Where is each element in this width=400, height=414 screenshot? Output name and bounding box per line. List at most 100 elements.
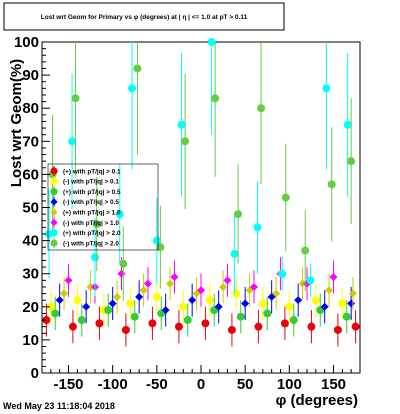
data-point bbox=[301, 246, 310, 255]
data-point bbox=[55, 296, 64, 305]
series-5 bbox=[64, 257, 338, 307]
data-point bbox=[161, 306, 170, 315]
data-point bbox=[121, 325, 130, 334]
data-point bbox=[272, 289, 281, 298]
series-1 bbox=[46, 277, 347, 327]
data-point bbox=[148, 319, 157, 328]
data-point bbox=[68, 137, 77, 146]
data-point bbox=[343, 120, 352, 129]
data-point bbox=[95, 319, 104, 328]
data-point bbox=[166, 279, 175, 288]
legend-entry: (+) with pT/|q| > 0.1 bbox=[50, 166, 121, 176]
data-point bbox=[177, 120, 186, 129]
data-point bbox=[205, 296, 214, 305]
data-point bbox=[91, 253, 99, 262]
data-point bbox=[46, 302, 55, 311]
legend-entry: (+) with pT/|q| > 2.0 bbox=[50, 227, 121, 238]
legend-entry: (+) with pT/|q| > 1.0 bbox=[50, 207, 121, 218]
x-axis: -150 -100 -50 0 50 100 150 bbox=[41, 365, 361, 393]
legend-box bbox=[47, 163, 159, 251]
data-point bbox=[281, 193, 290, 202]
data-point bbox=[311, 296, 320, 305]
data-point bbox=[86, 282, 95, 291]
data-point bbox=[82, 302, 91, 311]
data-point bbox=[152, 292, 161, 301]
x-tick-label: 0 bbox=[197, 376, 205, 393]
data-point bbox=[232, 289, 241, 298]
data-point bbox=[139, 286, 148, 295]
data-point bbox=[333, 325, 342, 334]
data-point bbox=[51, 309, 60, 318]
data-point bbox=[306, 276, 315, 285]
data-point bbox=[347, 157, 356, 166]
data-point bbox=[294, 296, 303, 305]
y-tick-label: 90 bbox=[22, 67, 39, 84]
data-point bbox=[253, 223, 262, 232]
data-point bbox=[126, 299, 135, 308]
data-point bbox=[77, 316, 86, 325]
x-axis-title: φ (degrees) bbox=[276, 392, 358, 409]
legend-marker bbox=[50, 177, 58, 185]
x-tick-label: 100 bbox=[277, 376, 302, 393]
data-point bbox=[258, 299, 267, 308]
data-point bbox=[230, 249, 239, 258]
data-point bbox=[130, 312, 139, 321]
y-tick-label: 40 bbox=[22, 233, 39, 250]
data-point bbox=[234, 210, 243, 219]
legend-entry: (-) with pT/|q| > 0.5 bbox=[50, 196, 119, 207]
title-box bbox=[3, 2, 285, 31]
data-point bbox=[71, 94, 80, 103]
data-point bbox=[183, 316, 192, 325]
data-point bbox=[113, 292, 122, 301]
series-6 bbox=[45, 38, 352, 297]
legend-entry: (-) with pT/|q| > 1.0 bbox=[50, 217, 119, 228]
data-point bbox=[119, 259, 128, 268]
legend-label: (+) with pT/|q| > 0.1 bbox=[63, 168, 121, 175]
legend-label: (+) with pT/|q| > 2.0 bbox=[63, 230, 121, 237]
data-point bbox=[201, 319, 210, 328]
x-tick-label: -100 bbox=[98, 376, 128, 393]
legend-marker bbox=[50, 198, 58, 206]
y-tick-label: 20 bbox=[22, 299, 39, 316]
y-tick-label: 60 bbox=[22, 166, 39, 183]
legend-entry: (-) with pT/|q| > 2.0 bbox=[50, 238, 119, 249]
data-point bbox=[207, 38, 216, 46]
data-point bbox=[108, 299, 117, 308]
data-point bbox=[348, 289, 357, 298]
legend-label: (-) with pT/|q| > 0.5 bbox=[63, 199, 119, 206]
data-points bbox=[42, 38, 360, 347]
data-point bbox=[280, 319, 289, 328]
footer-timestamp: Wed May 23 11:18:04 2018 bbox=[3, 401, 115, 411]
data-point bbox=[227, 325, 236, 334]
y-tick-label: 30 bbox=[22, 266, 39, 283]
legend-label: (-) with pT/|q| > 2.0 bbox=[63, 240, 119, 247]
data-point bbox=[42, 316, 51, 325]
data-point bbox=[219, 282, 228, 291]
series-7 bbox=[48, 42, 356, 302]
data-point bbox=[133, 64, 142, 73]
legend-marker bbox=[50, 218, 58, 227]
y-tick-label: 70 bbox=[22, 133, 39, 150]
data-point bbox=[257, 104, 266, 113]
data-point bbox=[144, 279, 152, 288]
legend-marker bbox=[50, 208, 58, 216]
legend-label: (-) with pT/|q| > 1.0 bbox=[63, 220, 119, 227]
data-point bbox=[115, 210, 124, 219]
chart-title: Lost wrt Geom for Primary vs φ (degrees)… bbox=[41, 14, 248, 21]
x-tick-label: 150 bbox=[321, 376, 346, 393]
data-point bbox=[135, 292, 144, 301]
series-0 bbox=[42, 303, 360, 347]
legend-label: (+) with pT/|q| > 0.5 bbox=[63, 189, 121, 196]
data-point bbox=[342, 312, 351, 321]
data-point bbox=[307, 322, 316, 331]
data-point bbox=[250, 282, 258, 291]
data-point bbox=[188, 296, 197, 305]
data-point bbox=[214, 302, 223, 311]
series-2 bbox=[51, 293, 351, 337]
data-point bbox=[320, 302, 329, 311]
data-point bbox=[92, 220, 101, 229]
y-tick-label: 0 bbox=[31, 365, 39, 382]
legend-label: (-) with pT/|q| > 0.1 bbox=[63, 179, 119, 186]
data-point bbox=[152, 236, 161, 245]
legend-entry: (+) with pT/|q| > 0.5 bbox=[50, 186, 121, 197]
